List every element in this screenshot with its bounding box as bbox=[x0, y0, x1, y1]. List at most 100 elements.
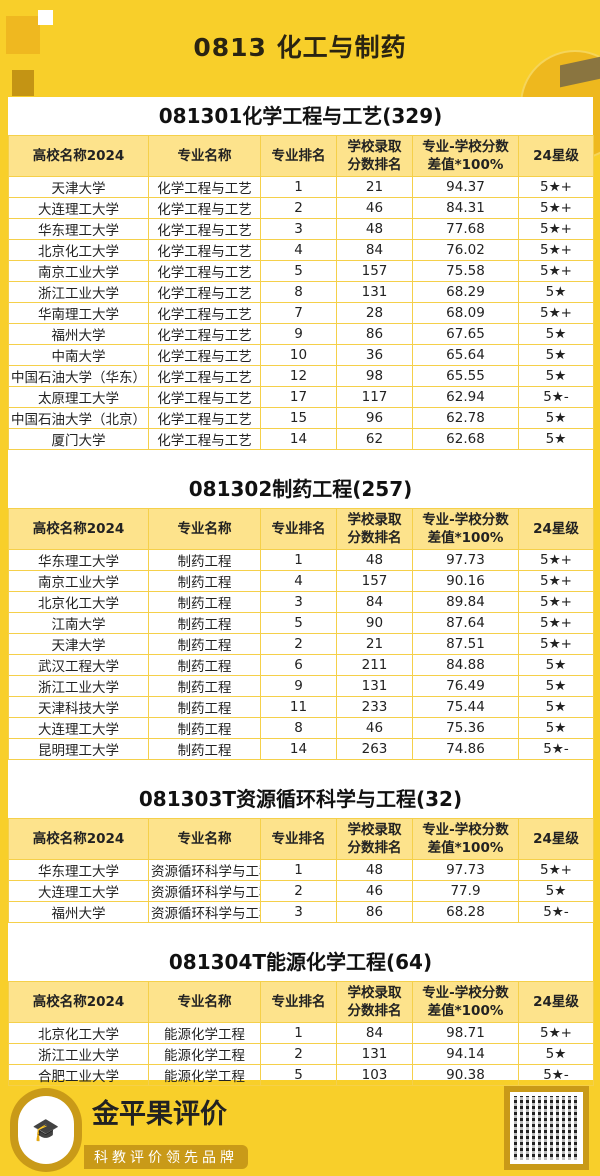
table-cell: 1 bbox=[260, 176, 337, 198]
table-cell: 5★- bbox=[518, 1064, 594, 1086]
table-cell: 化学工程与工艺 bbox=[148, 365, 261, 387]
table-cell: 化学工程与工艺 bbox=[148, 197, 261, 219]
table-cell: 资源循环科学与工程 bbox=[148, 859, 261, 881]
brand-logo: 🎓 bbox=[10, 1088, 82, 1172]
table-cell: 68.28 bbox=[412, 901, 519, 923]
column-header: 高校名称2024 bbox=[8, 135, 149, 177]
table-cell: 131 bbox=[336, 1043, 413, 1065]
table-cell: 化学工程与工艺 bbox=[148, 176, 261, 198]
table-cell: 97.73 bbox=[412, 859, 519, 881]
table-cell: 昆明理工大学 bbox=[8, 738, 149, 760]
table-row: 厦门大学 化学工程与工艺 14 62 62.68 5★ bbox=[8, 428, 594, 450]
table-cell: 68.09 bbox=[412, 302, 519, 324]
brand-slogan: 科教评价领先品牌 bbox=[84, 1145, 248, 1169]
table-cell: 4 bbox=[260, 570, 337, 592]
column-header: 24星级 bbox=[518, 818, 594, 860]
table-cell: 94.37 bbox=[412, 176, 519, 198]
table-cell: 5★- bbox=[518, 386, 594, 408]
table-cell: 86 bbox=[336, 901, 413, 923]
table-cell: 84 bbox=[336, 591, 413, 613]
table-cell: 94.14 bbox=[412, 1043, 519, 1065]
table-cell: 84 bbox=[336, 1022, 413, 1044]
column-header: 专业-学校分数 差值*100% bbox=[412, 981, 519, 1023]
table-cell: 能源化学工程 bbox=[148, 1064, 261, 1086]
table-cell: 5★ bbox=[518, 344, 594, 366]
table-cell: 5★ bbox=[518, 407, 594, 429]
table-cell: 福州大学 bbox=[8, 901, 149, 923]
table-row: 合肥工业大学 能源化学工程 5 103 90.38 5★- bbox=[8, 1064, 594, 1086]
table-cell: 21 bbox=[336, 176, 413, 198]
table-header: 高校名称2024 专业名称 专业排名 学校录取 分数排名 专业-学校分数 差值*100%… bbox=[8, 981, 594, 1023]
table-cell: 能源化学工程 bbox=[148, 1043, 261, 1065]
table-cell: 5★ bbox=[518, 654, 594, 676]
table-cell: 大连理工大学 bbox=[8, 880, 149, 902]
section-gap bbox=[8, 760, 593, 780]
table-cell: 化学工程与工艺 bbox=[148, 344, 261, 366]
table-cell: 南京工业大学 bbox=[8, 260, 149, 282]
table-cell: 5★ bbox=[518, 675, 594, 697]
table-cell: 263 bbox=[336, 738, 413, 760]
table-cell: 资源循环科学与工程 bbox=[148, 880, 261, 902]
table-cell: 化学工程与工艺 bbox=[148, 407, 261, 429]
table-cell: 化学工程与工艺 bbox=[148, 428, 261, 450]
table-cell: 1 bbox=[260, 1022, 337, 1044]
table-cell: 89.84 bbox=[412, 591, 519, 613]
ranking-table: 高校名称2024 专业名称 专业排名 学校录取 分数排名 专业-学校分数 差值*100%… bbox=[8, 981, 594, 1086]
table-cell: 62.68 bbox=[412, 428, 519, 450]
section-title: 081302制药工程(257) bbox=[188, 477, 413, 501]
table-cell: 3 bbox=[260, 591, 337, 613]
section-title: 081301化学工程与工艺(329) bbox=[158, 104, 443, 128]
table-cell: 5 bbox=[260, 260, 337, 282]
table-cell: 2 bbox=[260, 633, 337, 655]
qr-code bbox=[504, 1086, 589, 1170]
column-header: 专业名称 bbox=[148, 508, 261, 550]
table-cell: 97.73 bbox=[412, 549, 519, 571]
table-cell: 江南大学 bbox=[8, 612, 149, 634]
table-cell: 14 bbox=[260, 738, 337, 760]
table-cell: 76.02 bbox=[412, 239, 519, 261]
table-cell: 48 bbox=[336, 859, 413, 881]
table-cell: 5★ bbox=[518, 365, 594, 387]
section-title: 081303T资源循环科学与工程(32) bbox=[138, 787, 463, 811]
table-cell: 3 bbox=[260, 901, 337, 923]
table-row: 大连理工大学 资源循环科学与工程 2 46 77.9 5★ bbox=[8, 880, 594, 902]
table-cell: 化学工程与工艺 bbox=[148, 302, 261, 324]
table-cell: 华东理工大学 bbox=[8, 859, 149, 881]
column-header: 高校名称2024 bbox=[8, 508, 149, 550]
table-cell: 合肥工业大学 bbox=[8, 1064, 149, 1086]
table-cell: 9 bbox=[260, 675, 337, 697]
table-cell: 化学工程与工艺 bbox=[148, 260, 261, 282]
decor-square bbox=[6, 16, 40, 54]
table-cell: 5★ bbox=[518, 880, 594, 902]
column-header: 24星级 bbox=[518, 135, 594, 177]
table-cell: 华东理工大学 bbox=[8, 549, 149, 571]
column-header: 专业名称 bbox=[148, 818, 261, 860]
table-cell: 中国石油大学（华东） bbox=[8, 365, 149, 387]
decor-square bbox=[12, 70, 34, 96]
table-cell: 117 bbox=[336, 386, 413, 408]
table-cell: 96 bbox=[336, 407, 413, 429]
table-cell: 制药工程 bbox=[148, 738, 261, 760]
table-cell: 75.58 bbox=[412, 260, 519, 282]
table-cell: 大连理工大学 bbox=[8, 197, 149, 219]
table-cell: 5★ bbox=[518, 1043, 594, 1065]
table-cell: 75.44 bbox=[412, 696, 519, 718]
table-cell: 5★ bbox=[518, 717, 594, 739]
table-cell: 华东理工大学 bbox=[8, 218, 149, 240]
table-cell: 36 bbox=[336, 344, 413, 366]
page-title: 0813 化工与制药 bbox=[193, 33, 407, 62]
table-row: 北京化工大学 化学工程与工艺 4 84 76.02 5★+ bbox=[8, 239, 594, 261]
table-cell: 2 bbox=[260, 197, 337, 219]
table-cell: 5★ bbox=[518, 428, 594, 450]
table-cell: 17 bbox=[260, 386, 337, 408]
table-cell: 74.86 bbox=[412, 738, 519, 760]
table-header: 高校名称2024 专业名称 专业排名 学校录取 分数排名 专业-学校分数 差值*100%… bbox=[8, 508, 594, 550]
table-cell: 中南大学 bbox=[8, 344, 149, 366]
table-cell: 福州大学 bbox=[8, 323, 149, 345]
table-row: 北京化工大学 能源化学工程 1 84 98.71 5★+ bbox=[8, 1022, 594, 1044]
table-cell: 15 bbox=[260, 407, 337, 429]
table-cell: 制药工程 bbox=[148, 654, 261, 676]
column-header: 学校录取 分数排名 bbox=[336, 508, 413, 550]
table-cell: 化学工程与工艺 bbox=[148, 386, 261, 408]
content-panel: 081301化学工程与工艺(329) 高校名称2024 专业名称 专业排名 学校录取 分… bbox=[8, 97, 594, 1086]
